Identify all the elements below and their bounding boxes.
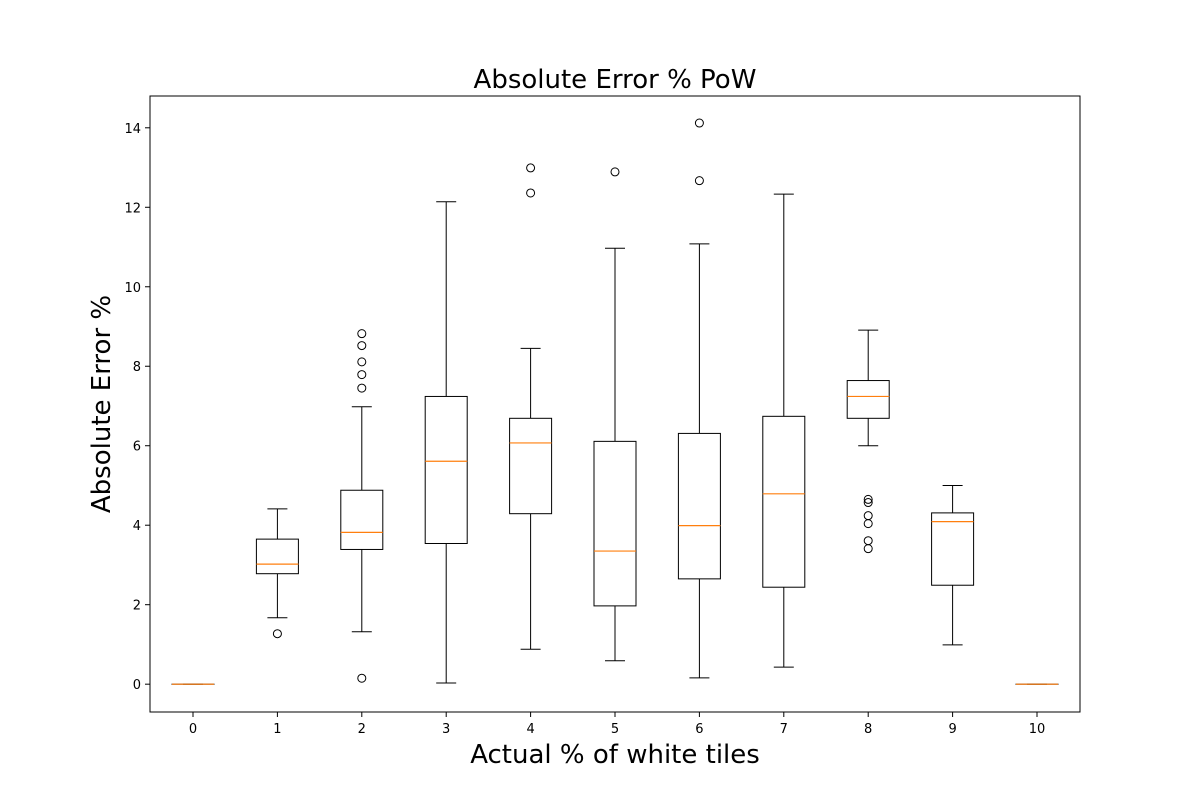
x-tick-label: 1 <box>273 722 281 737</box>
outlier-point <box>357 341 367 351</box>
x-tick-label: 4 <box>526 722 534 737</box>
x-tick-label: 2 <box>358 722 366 737</box>
y-tick-label: 8 <box>133 360 141 375</box>
y-tick-label: 4 <box>133 519 141 534</box>
outlier-point <box>610 167 620 177</box>
y-axis-label: Absolute Error % <box>87 295 117 513</box>
box-iqr <box>340 489 384 550</box>
y-tick-label: 12 <box>124 201 141 216</box>
outlier-point <box>526 163 536 173</box>
box-iqr <box>931 512 975 586</box>
x-tick-label: 10 <box>1029 722 1046 737</box>
outlier-point <box>694 176 704 186</box>
chart-title: Absolute Error % PoW <box>474 65 757 95</box>
outlier-point <box>272 629 282 639</box>
x-tick-label: 6 <box>695 722 703 737</box>
x-tick-label: 8 <box>864 722 872 737</box>
y-tick-label: 6 <box>133 440 141 455</box>
y-tick-label: 10 <box>124 281 141 296</box>
x-tick-label: 9 <box>948 722 956 737</box>
box-iqr <box>424 395 468 544</box>
outlier-point <box>863 536 873 546</box>
outlier-point <box>526 188 536 198</box>
outlier-point <box>863 511 873 521</box>
box-iqr <box>509 417 553 515</box>
outlier-point <box>863 494 873 504</box>
outlier-point <box>357 357 367 367</box>
x-tick-label: 3 <box>442 722 450 737</box>
outlier-point <box>357 329 367 339</box>
box-iqr <box>593 440 637 607</box>
y-tick-label: 14 <box>124 122 141 137</box>
outlier-point <box>357 370 367 380</box>
outlier-point <box>863 519 873 529</box>
outlier-point <box>357 383 367 393</box>
outlier-point <box>863 544 873 554</box>
x-axis-label: Actual % of white tiles <box>470 740 760 770</box>
y-tick-label: 0 <box>133 678 141 693</box>
x-tick-label: 5 <box>611 722 619 737</box>
outlier-point <box>863 498 873 508</box>
x-tick-label: 0 <box>189 722 197 737</box>
outlier-point <box>357 673 367 683</box>
box-iqr <box>677 432 721 580</box>
box-iqr <box>255 538 299 575</box>
x-tick-label: 7 <box>780 722 788 737</box>
y-tick-label: 2 <box>133 599 141 614</box>
outlier-point <box>694 118 704 128</box>
box-iqr <box>846 380 890 419</box>
box-iqr <box>762 415 806 588</box>
plot-frame <box>149 95 1081 713</box>
